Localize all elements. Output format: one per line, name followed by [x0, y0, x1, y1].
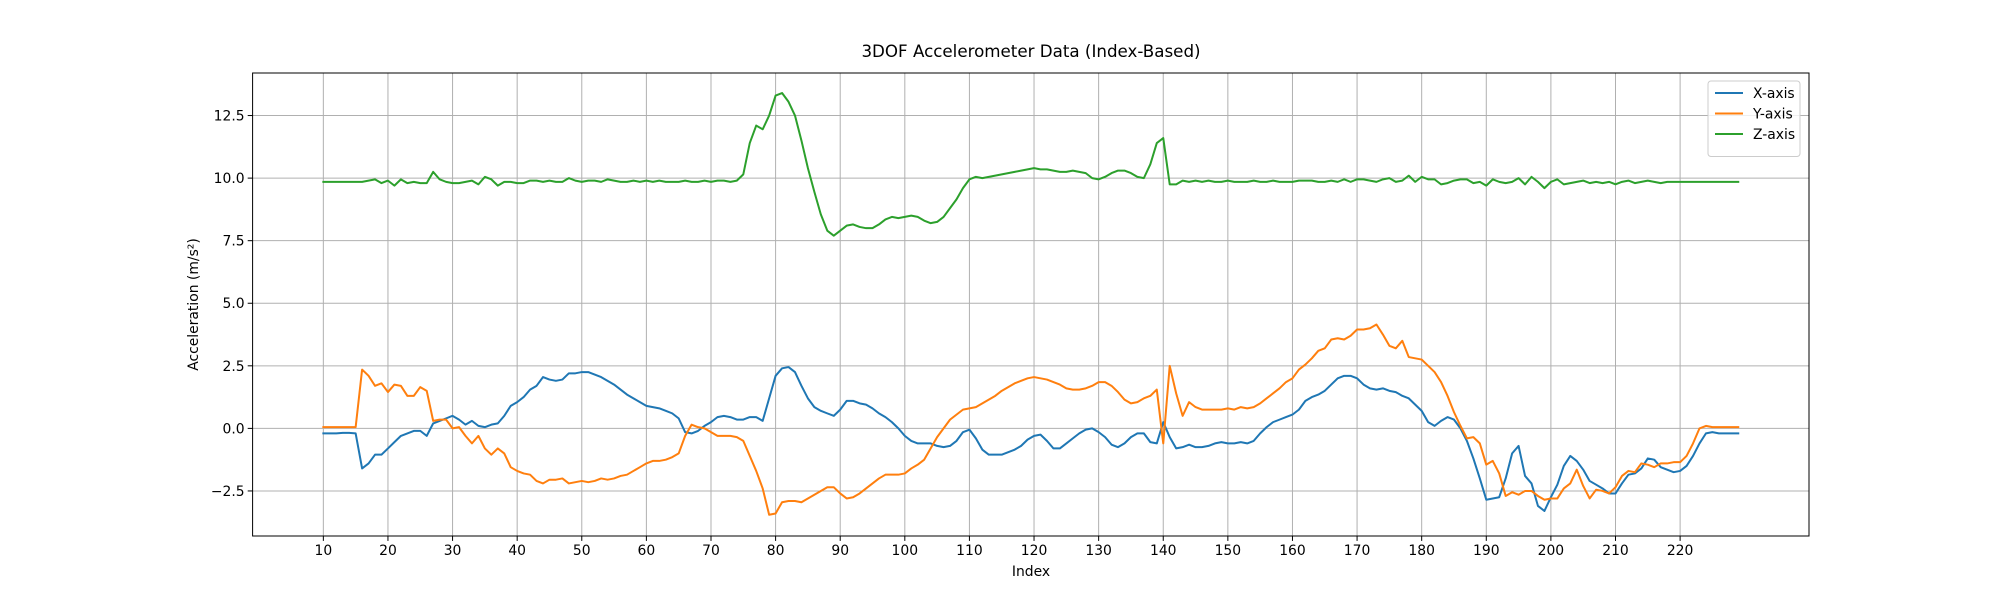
y-tick-label: 0.0	[223, 421, 245, 437]
x-axis-label: Index	[1012, 564, 1050, 580]
legend-box	[1707, 80, 1801, 157]
y-tick-label: 2.5	[223, 359, 245, 375]
x-tick-label: 90	[831, 543, 849, 559]
x-tick-label: 190	[1473, 543, 1500, 559]
x-tick-label: 120	[1021, 543, 1048, 559]
x-tick-label: 40	[508, 543, 526, 559]
x-tick-label: 130	[1085, 543, 1112, 559]
legend: X-axis Y-axis Z-axis	[1707, 80, 1801, 157]
axes: 10 20 30 40 50 60 70 80 90 100 110 120 130 140 150 160 1…	[211, 72, 1810, 559]
x-tick-label: 140	[1150, 543, 1177, 559]
axes-frame	[252, 72, 1810, 537]
x-tick-label: 70	[702, 543, 720, 559]
x-tick-label: 50	[573, 543, 591, 559]
x-tick-label: 200	[1538, 543, 1565, 559]
x-tick-label: 100	[892, 543, 919, 559]
legend-label: Y-axis	[1752, 107, 1793, 123]
x-tick-label: 180	[1408, 543, 1435, 559]
x-tick-label: 20	[379, 543, 397, 559]
x-tick-label: 170	[1344, 543, 1371, 559]
y-tick-label: 5.0	[223, 296, 245, 312]
y-axis-label: Acceleration (m/s²)	[186, 238, 202, 371]
x-tick-label: 10	[315, 543, 333, 559]
x-tick-label: 210	[1602, 543, 1629, 559]
data-line	[322, 323, 1740, 516]
grid	[252, 73, 1809, 536]
x-tick-label: 160	[1279, 543, 1306, 559]
y-tick-label: −2.5	[211, 484, 245, 500]
x-tick-label: 220	[1667, 543, 1694, 559]
data-line	[322, 92, 1740, 237]
x-tick-label: 80	[767, 543, 785, 559]
x-tick-label: 30	[444, 543, 462, 559]
y-tick-label: 10.0	[214, 171, 245, 187]
y-tick-label: 12.5	[214, 109, 245, 125]
y-tick-label: 7.5	[223, 234, 245, 250]
chart-title: 3DOF Accelerometer Data (Index-Based)	[861, 41, 1200, 61]
x-tick-label: 60	[638, 543, 656, 559]
legend-label: Z-axis	[1753, 127, 1795, 143]
plot-area	[322, 92, 1740, 516]
x-tick-label: 150	[1215, 543, 1242, 559]
x-tick-label: 110	[956, 543, 983, 559]
legend-label: X-axis	[1753, 86, 1795, 102]
